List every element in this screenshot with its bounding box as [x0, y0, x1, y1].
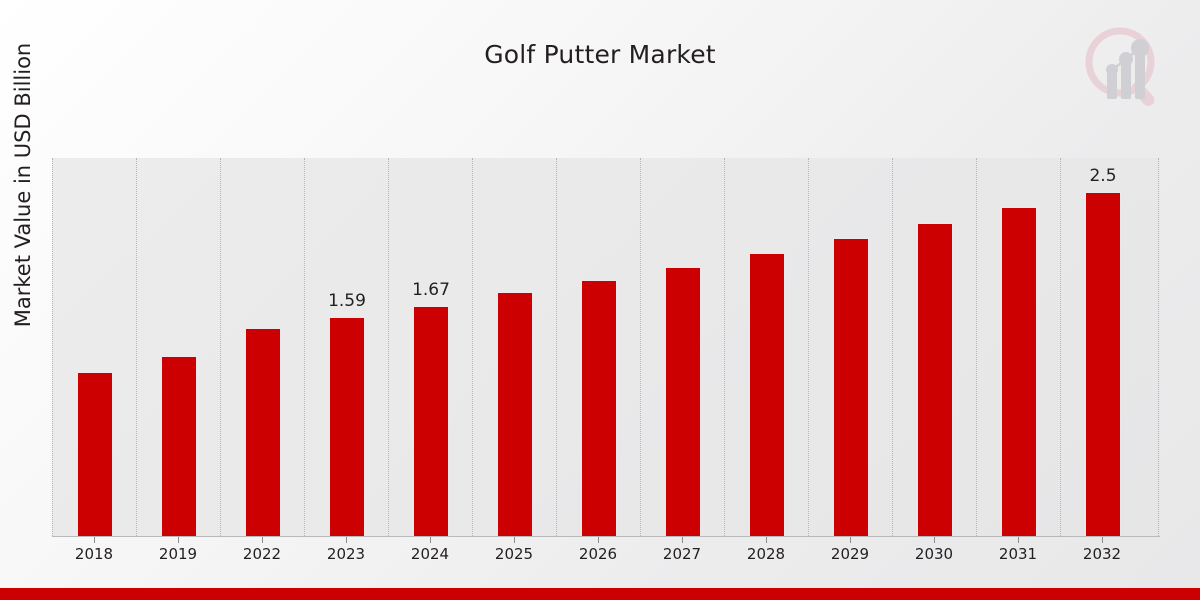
bar[interactable]	[833, 238, 869, 536]
gridline	[52, 158, 54, 536]
x-tick-label: 2024	[410, 545, 450, 563]
gridline	[640, 158, 642, 536]
x-tick-mark	[94, 537, 95, 543]
bar-slot	[52, 157, 136, 536]
gridline	[136, 158, 138, 536]
bar-slot	[472, 157, 556, 536]
bar[interactable]	[581, 280, 617, 536]
x-tick-mark	[1018, 537, 1019, 543]
gridline	[892, 158, 894, 536]
x-tick-mark	[598, 537, 599, 543]
x-tick-mark	[766, 537, 767, 543]
bar-slot	[220, 157, 304, 536]
bar[interactable]: 2.5	[1085, 166, 1121, 536]
x-tick-mark	[262, 537, 263, 543]
magnifier-bar-chart-logo	[1080, 22, 1172, 114]
bar-slot	[808, 157, 892, 536]
y-axis-title: Market Value in USD Billion	[11, 42, 35, 328]
bar[interactable]	[161, 356, 197, 536]
gridline	[808, 158, 810, 536]
x-tick-label: 2018	[74, 545, 114, 563]
page-title: Golf Putter Market	[484, 40, 716, 69]
footer-accent-bar	[0, 588, 1200, 600]
x-tick-mark	[1102, 537, 1103, 543]
x-tick-mark	[934, 537, 935, 543]
x-tick-mark	[178, 537, 179, 543]
x-tick-label: 2022	[242, 545, 282, 563]
bar[interactable]	[665, 267, 701, 536]
bar[interactable]	[1001, 207, 1037, 536]
x-tick-mark	[850, 537, 851, 543]
bar[interactable]	[749, 253, 785, 536]
x-tick-mark	[514, 537, 515, 543]
gridline	[388, 158, 390, 536]
x-tick-label: 2031	[998, 545, 1038, 563]
bar-value-label: 1.67	[412, 280, 450, 300]
gridline	[556, 158, 558, 536]
gridline	[1060, 158, 1062, 536]
gridline	[472, 158, 474, 536]
bar-slot: 1.59	[304, 157, 388, 536]
x-tick-label: 2030	[914, 545, 954, 563]
gridline	[304, 158, 306, 536]
bar-slot: 2.5	[1060, 157, 1144, 536]
bar[interactable]	[245, 328, 281, 536]
bar[interactable]	[77, 372, 113, 536]
gridline	[724, 158, 726, 536]
bar-slot	[724, 157, 808, 536]
x-tick-label: 2023	[326, 545, 366, 563]
x-tick-mark	[346, 537, 347, 543]
bar[interactable]	[917, 223, 953, 536]
x-tick-label: 2026	[578, 545, 618, 563]
bar-slot	[976, 157, 1060, 536]
bar[interactable]: 1.67	[412, 280, 450, 536]
plot-area: 1.59 1.67 2.5	[52, 158, 1160, 537]
x-tick-mark	[430, 537, 431, 543]
x-tick-label: 2025	[494, 545, 534, 563]
bar-slot: 1.67	[388, 157, 472, 536]
x-tick-label: 2032	[1082, 545, 1122, 563]
x-axis: 2018 2019 2022 2023 2024 2025 2026 2027 2028 2029…	[52, 537, 1160, 571]
bar-value-label: 1.59	[328, 291, 366, 311]
bar[interactable]	[497, 292, 533, 536]
bar-value-label: 2.5	[1089, 166, 1117, 186]
bar[interactable]: 1.59	[328, 291, 366, 536]
bar-slot	[556, 157, 640, 536]
gridline	[976, 158, 978, 536]
gridline	[220, 158, 222, 536]
x-tick-label: 2027	[662, 545, 702, 563]
x-tick-label: 2029	[830, 545, 870, 563]
x-tick-mark	[682, 537, 683, 543]
x-tick-label: 2019	[158, 545, 198, 563]
bar-slot	[136, 157, 220, 536]
bar-slot	[892, 157, 976, 536]
bar-slot	[640, 157, 724, 536]
gridline	[1158, 158, 1160, 536]
x-tick-label: 2028	[746, 545, 786, 563]
